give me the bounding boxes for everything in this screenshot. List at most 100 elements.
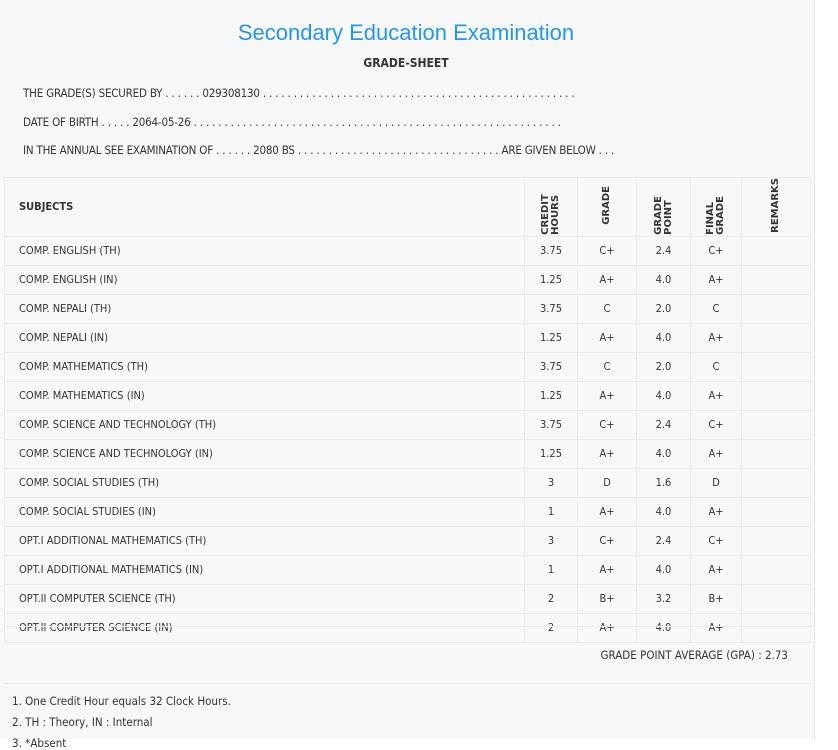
final-grade-cell: A+ xyxy=(690,438,742,469)
subject-cell: OPT.II COMPUTER SCIENCE (TH) xyxy=(4,583,525,614)
remarks-cell xyxy=(741,293,811,324)
header-final-grade: FINAL GRADE xyxy=(705,195,726,235)
grade-cell: A+ xyxy=(577,264,637,295)
note-2: 2. TH : Theory, IN : Internal xyxy=(12,715,153,729)
table-row: COMP. ENGLISH (TH) 3.75 C+ 2.4 C+ xyxy=(4,235,811,266)
grade-cell: C+ xyxy=(577,235,637,266)
credit-hours-cell: 3.75 xyxy=(524,409,578,440)
remarks-cell xyxy=(741,496,811,527)
table-row: COMP. NEPALI (TH) 3.75 C 2.0 C xyxy=(4,293,811,324)
remarks-cell xyxy=(741,554,811,585)
header-remarks: REMARKS xyxy=(770,178,781,233)
credit-hours-cell: 1.25 xyxy=(524,322,578,353)
remarks-cell xyxy=(741,322,811,353)
final-grade-cell: D xyxy=(690,467,742,498)
table-row: OPT.I ADDITIONAL MATHEMATICS (IN) 1 A+ 4.0 A… xyxy=(4,554,811,585)
grades-table: SUBJECTS CREDIT HOURS GRADE GRADE POINT … xyxy=(4,177,811,643)
final-grade-cell: C+ xyxy=(690,525,742,556)
credit-hours-cell: 1.25 xyxy=(524,264,578,295)
table-row: OPT.II COMPUTER SCIENCE (IN) 2 A+ 4.0 A+ xyxy=(4,612,811,643)
grade-point-cell: 3.2 xyxy=(636,583,691,614)
table-row: COMP. SCIENCE AND TECHNOLOGY (IN) 1.25 A+ 4… xyxy=(4,438,811,469)
subject-cell: COMP. NEPALI (TH) xyxy=(4,293,525,324)
date-of-birth: DATE OF BIRTH . . . . . 2064-05-26 . . .… xyxy=(23,115,561,129)
grade-cell: A+ xyxy=(577,612,637,643)
credit-hours-cell: 3.75 xyxy=(524,293,578,324)
grade-cell: A+ xyxy=(577,496,637,527)
remarks-cell xyxy=(741,438,811,469)
subject-cell: OPT.II COMPUTER SCIENCE (IN) xyxy=(4,612,525,643)
note-3: 3. *Absent xyxy=(12,736,67,750)
remarks-cell xyxy=(741,612,811,643)
credit-hours-cell: 3 xyxy=(524,525,578,556)
final-grade-cell: A+ xyxy=(690,496,742,527)
final-grade-cell: A+ xyxy=(690,554,742,585)
grade-point-cell: 2.4 xyxy=(636,409,691,440)
header-subjects: SUBJECTS xyxy=(4,177,525,237)
grade-point-cell: 1.6 xyxy=(636,467,691,498)
header-grade: GRADE xyxy=(601,186,612,225)
grade-point-cell: 4.0 xyxy=(636,554,691,585)
remarks-cell xyxy=(741,525,811,556)
gpa: GRADE POINT AVERAGE (GPA) : 2.73 xyxy=(600,648,788,662)
final-grade-cell: C xyxy=(690,351,742,382)
table-row: COMP. MATHEMATICS (IN) 1.25 A+ 4.0 A+ xyxy=(4,380,811,411)
credit-hours-cell: 1.25 xyxy=(524,380,578,411)
remarks-cell xyxy=(741,467,811,498)
table-row: COMP. SCIENCE AND TECHNOLOGY (TH) 3.75 C+ 2… xyxy=(4,409,811,440)
secured-by: THE GRADE(S) SECURED BY . . . . . . 0293… xyxy=(23,86,575,100)
credit-hours-cell: 1.25 xyxy=(524,438,578,469)
table-row: COMP. ENGLISH (IN) 1.25 A+ 4.0 A+ xyxy=(4,264,811,295)
final-grade-cell: A+ xyxy=(690,380,742,411)
table-row: COMP. SOCIAL STUDIES (TH) 3 D 1.6 D xyxy=(4,467,811,498)
remarks-cell xyxy=(741,264,811,295)
credit-hours-cell: 3.75 xyxy=(524,235,578,266)
grade-point-cell: 4.0 xyxy=(636,322,691,353)
header-credit-hours: CREDIT HOURS xyxy=(540,193,561,235)
table-header: SUBJECTS CREDIT HOURS GRADE GRADE POINT … xyxy=(4,177,811,237)
table-row: COMP. MATHEMATICS (TH) 3.75 C 2.0 C xyxy=(4,351,811,382)
remarks-cell xyxy=(741,380,811,411)
page-subtitle: GRADE-SHEET xyxy=(363,56,449,70)
subject-cell: OPT.I ADDITIONAL MATHEMATICS (IN) xyxy=(4,554,525,585)
grade-point-cell: 4.0 xyxy=(636,612,691,643)
grade-point-cell: 4.0 xyxy=(636,438,691,469)
grade-cell: A+ xyxy=(577,438,637,469)
final-grade-cell: A+ xyxy=(690,322,742,353)
subject-cell: OPT.I ADDITIONAL MATHEMATICS (TH) xyxy=(4,525,525,556)
subject-cell: COMP. SCIENCE AND TECHNOLOGY (IN) xyxy=(4,438,525,469)
grade-cell: A+ xyxy=(577,380,637,411)
final-grade-cell: A+ xyxy=(690,612,742,643)
credit-hours-cell: 3.75 xyxy=(524,351,578,382)
final-grade-cell: C+ xyxy=(690,409,742,440)
grade-cell: C xyxy=(577,293,637,324)
grade-point-cell: 4.0 xyxy=(636,496,691,527)
subject-cell: COMP. MATHEMATICS (TH) xyxy=(4,351,525,382)
credit-hours-cell: 1 xyxy=(524,496,578,527)
grade-cell: D xyxy=(577,467,637,498)
header-grade-point: GRADE POINT xyxy=(652,195,674,235)
subject-cell: COMP. SCIENCE AND TECHNOLOGY (TH) xyxy=(4,409,525,440)
grade-point-cell: 4.0 xyxy=(636,264,691,295)
credit-hours-cell: 3 xyxy=(524,467,578,498)
grade-point-cell: 2.0 xyxy=(636,293,691,324)
table-row: COMP. NEPALI (IN) 1.25 A+ 4.0 A+ xyxy=(4,322,811,353)
note-1: 1. One Credit Hour equals 32 Clock Hours… xyxy=(12,694,231,708)
grade-cell: B+ xyxy=(577,583,637,614)
subject-cell: COMP. NEPALI (IN) xyxy=(4,322,525,353)
grade-cell: C+ xyxy=(577,409,637,440)
final-grade-cell: A+ xyxy=(690,264,742,295)
grade-sheet: Secondary Education Examination GRADE-SH… xyxy=(4,0,815,750)
table-row: OPT.I ADDITIONAL MATHEMATICS (TH) 3 C+ 2.4 C… xyxy=(4,525,811,556)
grade-cell: C+ xyxy=(577,525,637,556)
subject-cell: COMP. ENGLISH (TH) xyxy=(4,235,525,266)
grade-point-cell: 2.4 xyxy=(636,525,691,556)
grade-point-cell: 4.0 xyxy=(636,380,691,411)
grade-point-cell: 2.0 xyxy=(636,351,691,382)
table-row: COMP. SOCIAL STUDIES (IN) 1 A+ 4.0 A+ xyxy=(4,496,811,527)
credit-hours-cell: 2 xyxy=(524,612,578,643)
remarks-cell xyxy=(741,235,811,266)
remarks-cell xyxy=(741,583,811,614)
final-grade-cell: C+ xyxy=(690,235,742,266)
subject-cell: COMP. ENGLISH (IN) xyxy=(4,264,525,295)
